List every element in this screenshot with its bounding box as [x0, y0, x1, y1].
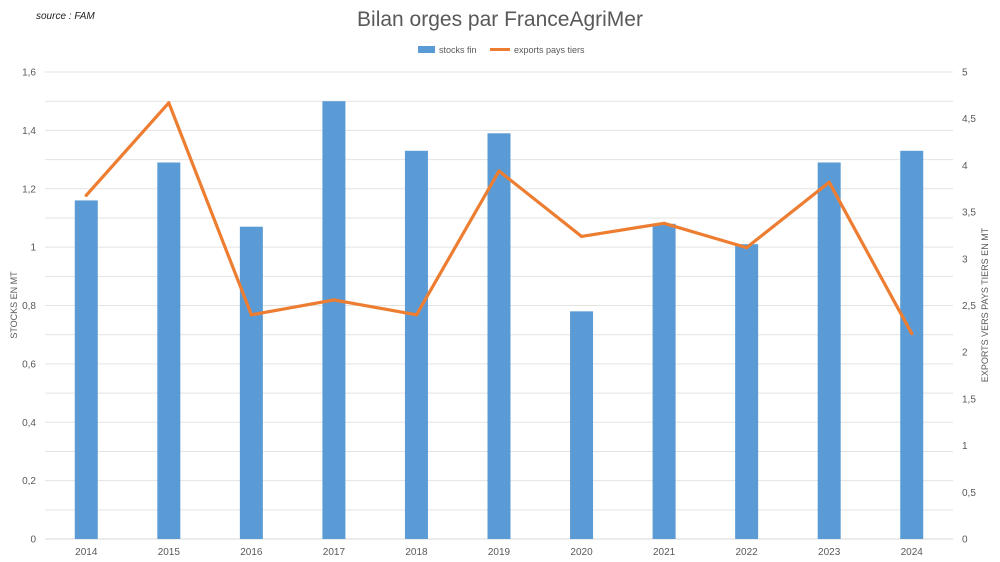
y-tick-right-label: 2,5: [962, 301, 976, 312]
y-tick-right-label: 0: [962, 535, 968, 546]
point-exports-pays-tiers: [579, 234, 584, 238]
y-tick-right-label: 5: [962, 68, 968, 79]
bar-stocks-fin: [570, 311, 594, 539]
y-axis-right-title: EXPORTS VERS PAYS TIERS EN MT: [980, 227, 990, 382]
y-axis-right: 0 0,5 1 1,5 2 2,5 3 3,5 4 4,5 5: [962, 68, 976, 546]
y-tick-right-label: 3: [962, 254, 968, 265]
point-exports-pays-tiers: [827, 180, 831, 184]
line-series: [84, 101, 914, 336]
y-tick-right-label: 2: [962, 348, 968, 359]
point-exports-pays-tiers: [910, 331, 914, 336]
point-exports-pays-tiers: [249, 313, 253, 317]
bar-stocks-fin: [322, 101, 346, 539]
y-axis-left-title: STOCKS EN MT: [9, 271, 19, 339]
bar-series: [74, 101, 924, 540]
y-tick-left-label: 1,2: [22, 184, 36, 195]
point-exports-pays-tiers: [167, 101, 171, 105]
y-tick-left-label: 0: [30, 535, 36, 546]
y-tick-left-label: 1: [30, 243, 36, 254]
bar-stocks-fin: [487, 133, 511, 539]
x-tick-label: 2024: [901, 547, 924, 558]
x-tick-label: 2019: [488, 547, 511, 558]
y-tick-right-label: 4: [962, 161, 968, 172]
point-exports-pays-tiers: [745, 245, 749, 250]
x-tick-label: 2023: [818, 547, 841, 558]
x-axis: 2014 2015 2016 2017 2018 2019 2020 2021 2022 2023…: [75, 547, 923, 558]
x-tick-label: 2014: [75, 547, 98, 558]
legend: stocks fin exports pays tiers: [418, 45, 585, 55]
source-note: source : FAM: [36, 11, 95, 22]
x-tick-label: 2018: [405, 547, 428, 558]
bar-stocks-fin: [239, 226, 263, 539]
bar-stocks-fin: [735, 244, 759, 540]
y-tick-right-label: 4,5: [962, 114, 976, 125]
x-tick-label: 2016: [240, 547, 263, 558]
bar-stocks-fin: [157, 162, 181, 539]
legend-swatch-stocks: [418, 46, 435, 53]
bar-stocks-fin: [404, 150, 428, 539]
y-tick-right-label: 0,5: [962, 488, 976, 499]
chart-title: Bilan orges par FranceAgriMer: [357, 8, 643, 31]
x-tick-label: 2015: [158, 547, 181, 558]
bar-stocks-fin: [652, 223, 676, 539]
y-tick-left-label: 1,6: [22, 68, 36, 79]
x-tick-label: 2020: [570, 547, 593, 558]
y-tick-left-label: 1,4: [22, 126, 36, 137]
bar-stocks-fin: [817, 162, 841, 539]
legend-label-exports: exports pays tiers: [514, 45, 585, 55]
y-tick-right-label: 1,5: [962, 394, 976, 405]
legend-label-stocks: stocks fin: [439, 45, 477, 55]
y-tick-left-label: 0,2: [22, 476, 36, 487]
y-axis-left: 0 0,2 0,4 0,6 0,8 1 1,2 1,4 1,6: [22, 68, 36, 546]
y-tick-left-label: 0,6: [22, 359, 36, 370]
y-tick-right-label: 3,5: [962, 208, 976, 219]
point-exports-pays-tiers: [662, 221, 666, 225]
point-exports-pays-tiers: [497, 169, 501, 173]
x-tick-label: 2021: [653, 547, 676, 558]
x-tick-label: 2017: [323, 547, 346, 558]
bar-stocks-fin: [74, 200, 98, 540]
point-exports-pays-tiers: [414, 313, 419, 317]
bar-stocks-fin: [900, 150, 924, 539]
point-exports-pays-tiers: [332, 298, 336, 302]
y-tick-left-label: 0,4: [22, 418, 36, 429]
point-exports-pays-tiers: [84, 193, 88, 197]
y-tick-right-label: 1: [962, 441, 968, 452]
x-tick-label: 2022: [736, 547, 759, 558]
y-tick-left-label: 0,8: [22, 301, 36, 312]
